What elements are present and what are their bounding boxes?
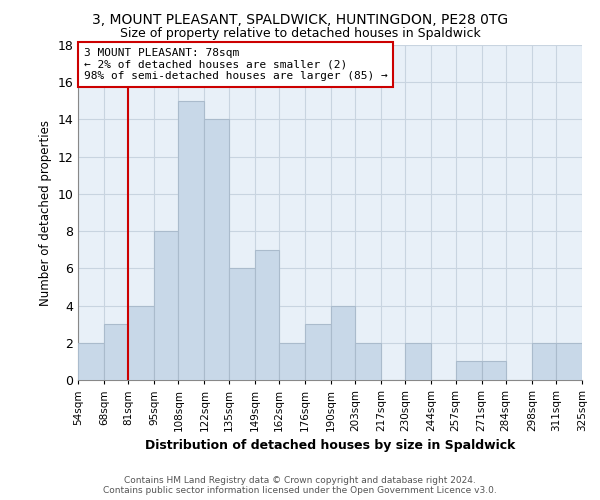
Bar [154, 231, 178, 380]
Bar [205, 120, 229, 380]
Y-axis label: Number of detached properties: Number of detached properties [39, 120, 52, 306]
Bar [355, 343, 381, 380]
Bar [78, 343, 104, 380]
Bar [178, 101, 205, 380]
Text: 3 MOUNT PLEASANT: 78sqm
← 2% of detached houses are smaller (2)
98% of semi-deta: 3 MOUNT PLEASANT: 78sqm ← 2% of detached… [83, 48, 388, 81]
Bar [532, 343, 556, 380]
Bar [128, 306, 154, 380]
Bar [482, 362, 506, 380]
Bar [455, 362, 482, 380]
Text: 3, MOUNT PLEASANT, SPALDWICK, HUNTINGDON, PE28 0TG: 3, MOUNT PLEASANT, SPALDWICK, HUNTINGDON… [92, 12, 508, 26]
Text: Contains HM Land Registry data © Crown copyright and database right 2024.
Contai: Contains HM Land Registry data © Crown c… [103, 476, 497, 495]
Bar [406, 343, 431, 380]
Bar [104, 324, 128, 380]
Bar [556, 343, 582, 380]
Bar [229, 268, 254, 380]
Bar [305, 324, 331, 380]
Text: Size of property relative to detached houses in Spaldwick: Size of property relative to detached ho… [119, 28, 481, 40]
X-axis label: Distribution of detached houses by size in Spaldwick: Distribution of detached houses by size … [145, 440, 515, 452]
Bar [254, 250, 279, 380]
Bar [279, 343, 305, 380]
Bar [331, 306, 355, 380]
